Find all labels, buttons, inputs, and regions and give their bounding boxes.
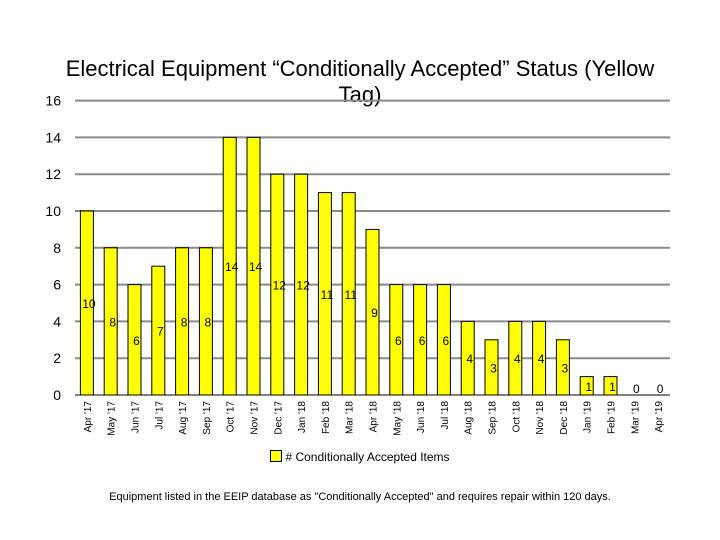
y-tick-label: 14 <box>45 129 61 145</box>
bar <box>579 376 594 396</box>
footnote: Equipment listed in the EEIP database as… <box>109 491 611 503</box>
bar <box>460 320 475 396</box>
x-tick-label: May '17 <box>107 401 118 436</box>
value-label: 9 <box>371 306 378 320</box>
value-label: 7 <box>157 325 164 339</box>
bar <box>603 376 618 396</box>
value-label: 14 <box>225 260 239 274</box>
bar <box>532 320 547 396</box>
bar <box>103 247 118 396</box>
bar <box>317 192 332 396</box>
y-tick-label: 2 <box>53 350 61 366</box>
bar <box>175 247 190 396</box>
x-tick-label: Aug '17 <box>178 401 189 435</box>
bar <box>127 284 142 396</box>
bar <box>508 320 523 396</box>
bars <box>79 136 618 396</box>
bar <box>198 247 213 396</box>
y-tick-label: 6 <box>53 277 61 293</box>
bar <box>246 136 261 396</box>
bar <box>341 192 356 396</box>
bar <box>413 284 428 396</box>
value-label: 3 <box>562 361 569 375</box>
legend-swatch <box>270 450 283 462</box>
x-tick-label: Dec '17 <box>273 401 284 435</box>
value-label: 4 <box>514 352 521 366</box>
y-tick-label: 16 <box>45 93 61 109</box>
value-label: 8 <box>181 315 188 329</box>
bar <box>270 173 285 396</box>
value-label: 1 <box>585 380 592 394</box>
value-label: 0 <box>633 382 640 396</box>
x-tick-label: Jul '18 <box>440 401 451 430</box>
y-tick-label: 4 <box>53 313 61 329</box>
bar <box>151 265 166 396</box>
x-tick-label: Sep '18 <box>488 401 499 435</box>
x-tick-label: Jan '18 <box>297 401 308 433</box>
value-label: 0 <box>657 382 664 396</box>
x-tick-label: Feb '19 <box>607 401 618 434</box>
value-label: 10 <box>82 297 96 311</box>
value-label: 6 <box>395 334 402 348</box>
chart-title: Electrical Equipment “Conditionally Acce… <box>65 56 655 107</box>
x-tick-label: Apr '17 <box>83 401 94 433</box>
value-label: 3 <box>490 361 497 375</box>
bar <box>365 228 380 396</box>
value-label: 11 <box>321 288 334 302</box>
x-tick-label: Feb '18 <box>321 401 332 434</box>
value-label: 6 <box>443 334 450 348</box>
x-tick-label: Jul '17 <box>154 401 165 430</box>
x-tick-label: Jun '18 <box>416 401 427 433</box>
x-tick-label: Aug '18 <box>464 401 475 435</box>
x-tick-label: Apr '18 <box>369 401 380 433</box>
value-label: 12 <box>273 279 287 293</box>
value-label: 1 <box>609 380 616 394</box>
bar <box>436 284 451 396</box>
x-tick-label: Jan '19 <box>583 401 594 433</box>
value-label: 8 <box>205 315 212 329</box>
bar <box>484 339 499 396</box>
legend-label: # Conditionally Accepted Items <box>285 450 450 464</box>
bar <box>79 210 94 396</box>
bar <box>294 173 309 396</box>
legend: # Conditionally Accepted Items <box>0 450 720 464</box>
value-label: 14 <box>249 260 263 274</box>
x-tick-label: Nov '17 <box>250 401 261 435</box>
x-tick-label: Dec '18 <box>559 401 570 435</box>
x-tick-label: Oct '18 <box>511 401 522 433</box>
y-tick-label: 0 <box>53 387 61 403</box>
y-tick-label: 12 <box>45 166 61 182</box>
x-tick-label: Apr '19 <box>654 401 665 433</box>
value-label: 4 <box>466 352 473 366</box>
bar <box>222 136 237 396</box>
bar <box>389 284 404 396</box>
y-tick-label: 8 <box>53 240 61 256</box>
value-label: 8 <box>109 315 116 329</box>
bar <box>555 339 570 396</box>
x-tick-label: Sep '17 <box>202 401 213 435</box>
x-tick-label: Nov '18 <box>535 401 546 435</box>
x-tick-label: May '18 <box>392 401 403 436</box>
x-axis-ticks: Apr '17 May '17 Jun '17 Jul '17 Aug '17 Sep '… <box>83 401 665 436</box>
x-tick-label: Mar '18 <box>345 401 356 434</box>
x-tick-label: Oct '17 <box>226 401 237 433</box>
x-tick-label: Mar '19 <box>630 401 641 434</box>
x-tick-label: Jun '17 <box>131 401 142 433</box>
y-axis-ticks: 0 2 4 6 8 10 12 14 16 <box>45 93 61 403</box>
y-tick-label: 10 <box>45 203 61 219</box>
value-label: 4 <box>538 352 545 366</box>
value-label: 6 <box>419 334 426 348</box>
value-label: 12 <box>296 279 310 293</box>
value-label: 6 <box>133 334 140 348</box>
value-label: 11 <box>344 288 357 302</box>
